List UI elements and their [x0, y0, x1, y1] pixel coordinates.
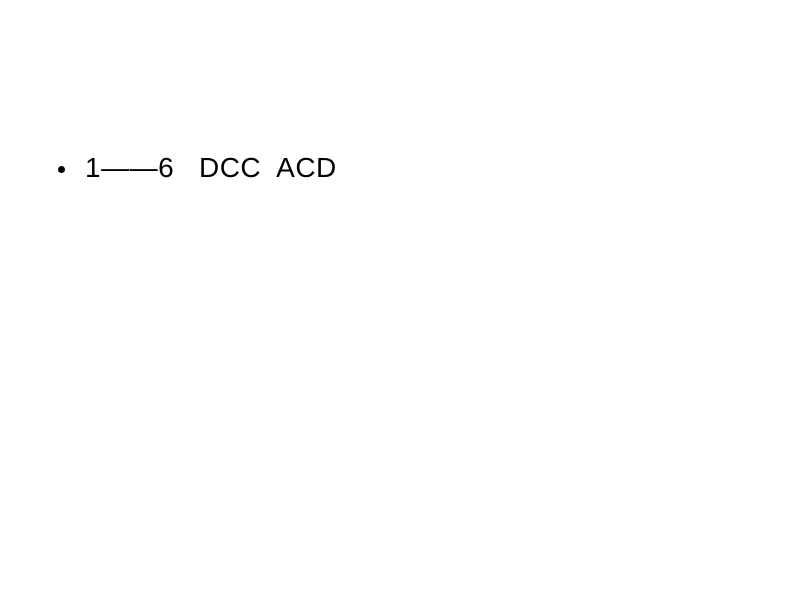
bullet-text: 1——6 DCC ACD	[85, 152, 337, 184]
bullet-item: 1——6 DCC ACD	[58, 152, 337, 184]
slide: 1——6 DCC ACD	[0, 0, 800, 600]
bullet-marker	[58, 166, 65, 173]
